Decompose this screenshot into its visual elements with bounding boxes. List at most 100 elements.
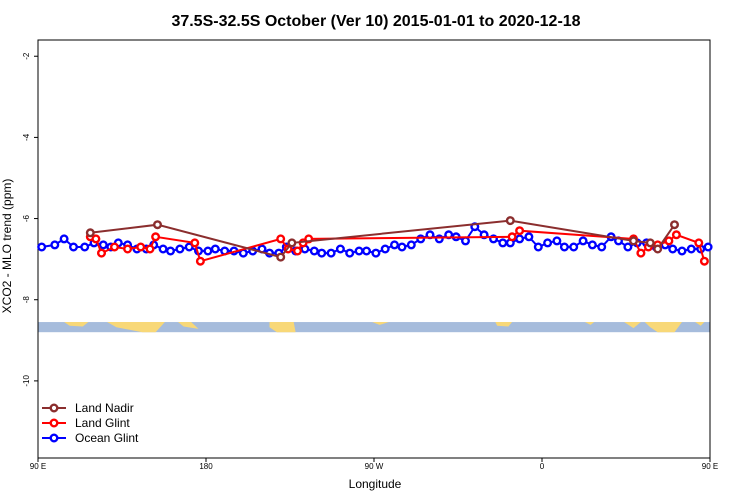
data-point-ocean-glint xyxy=(317,248,327,258)
data-point-ocean-glint xyxy=(165,246,175,256)
data-point-ocean-glint xyxy=(309,246,319,256)
data-point-ocean-glint xyxy=(677,246,687,256)
data-point-land-glint xyxy=(190,238,200,248)
data-point-ocean-glint xyxy=(703,242,713,252)
x-axis: 90 E 180 90 W 0 90 E xyxy=(30,458,718,471)
data-point-land-glint xyxy=(664,236,674,246)
data-point-land-glint xyxy=(96,248,106,258)
data-point-land-glint xyxy=(151,232,161,242)
data-point-land-nadir xyxy=(645,238,655,248)
data-point-ocean-glint xyxy=(380,244,390,254)
data-point-ocean-glint xyxy=(37,242,47,252)
y-tick-label: -8 xyxy=(22,296,31,304)
data-point-land-nadir xyxy=(85,228,95,238)
data-point-ocean-glint xyxy=(686,244,696,254)
x-tick-label: 180 xyxy=(199,462,213,471)
series-land-nadir xyxy=(85,216,680,262)
data-point-ocean-glint xyxy=(335,244,345,254)
map-land-patch xyxy=(644,322,682,333)
data-point-ocean-glint xyxy=(543,238,553,248)
data-point-ocean-glint xyxy=(362,246,372,256)
data-point-ocean-glint xyxy=(587,240,597,250)
legend-marker-land-nadir xyxy=(49,403,59,413)
map-ocean-band xyxy=(38,322,710,333)
x-tick-label: 90 E xyxy=(30,462,46,471)
data-point-ocean-glint xyxy=(184,242,194,252)
data-point-ocean-glint xyxy=(98,240,108,250)
data-point-ocean-glint xyxy=(552,236,562,246)
data-point-ocean-glint xyxy=(578,236,588,246)
data-point-land-glint xyxy=(91,234,101,244)
y-tick-label: -6 xyxy=(22,214,31,222)
data-point-ocean-glint xyxy=(371,248,381,258)
map-land-patch xyxy=(584,322,595,325)
data-point-land-glint xyxy=(136,242,146,252)
data-point-land-nadir xyxy=(505,216,515,226)
data-point-ocean-glint xyxy=(210,244,220,254)
y-axis-label: XCO2 - MLO trend (ppm) xyxy=(0,179,14,314)
data-point-ocean-glint xyxy=(406,240,416,250)
data-point-land-nadir xyxy=(276,252,286,262)
map-land-patch xyxy=(624,322,641,329)
legend-label-land-glint: Land Glint xyxy=(75,416,130,430)
data-point-land-glint xyxy=(109,242,119,252)
data-point-land-glint xyxy=(636,248,646,258)
data-point-land-nadir xyxy=(629,236,639,246)
y-axis: -2 -4 -6 -8 -10 xyxy=(22,52,38,387)
y-tick-label: -10 xyxy=(22,375,31,387)
data-point-ocean-glint xyxy=(68,242,78,252)
data-point-ocean-glint xyxy=(668,244,678,254)
data-point-land-glint xyxy=(694,238,704,248)
x-tick-label: 0 xyxy=(540,462,545,471)
series-layer xyxy=(37,216,713,266)
map-strip xyxy=(38,322,710,333)
map-land-patch xyxy=(269,322,296,333)
data-point-land-glint xyxy=(671,230,681,240)
data-point-ocean-glint xyxy=(397,242,407,252)
data-point-ocean-glint xyxy=(390,240,400,250)
data-point-ocean-glint xyxy=(515,234,525,244)
data-point-land-glint xyxy=(293,246,303,256)
data-point-ocean-glint xyxy=(80,242,90,252)
data-point-ocean-glint xyxy=(345,248,355,258)
data-point-ocean-glint xyxy=(533,242,543,252)
data-point-ocean-glint xyxy=(416,234,426,244)
map-land-patch xyxy=(178,322,199,329)
data-point-ocean-glint xyxy=(569,242,579,252)
series-ocean-glint xyxy=(37,222,713,258)
data-point-land-glint xyxy=(515,226,525,236)
data-point-land-nadir xyxy=(287,238,297,248)
data-point-ocean-glint xyxy=(354,246,364,256)
data-point-ocean-glint xyxy=(50,240,60,250)
data-point-land-glint xyxy=(195,256,205,266)
data-point-ocean-glint xyxy=(59,234,69,244)
map-land-patch xyxy=(372,322,389,325)
y-tick-label: -4 xyxy=(22,133,31,141)
chart-title: 37.5S-32.5S October (Ver 10) 2015-01-01 … xyxy=(171,13,580,30)
data-point-land-glint xyxy=(276,234,286,244)
x-axis-label: Longitude xyxy=(349,477,402,491)
map-land-patch xyxy=(495,322,513,327)
legend-label-ocean-glint: Ocean Glint xyxy=(75,431,139,445)
data-point-ocean-glint xyxy=(623,242,633,252)
data-point-land-glint xyxy=(145,244,155,254)
data-point-land-glint xyxy=(123,244,133,254)
data-point-ocean-glint xyxy=(326,248,336,258)
data-point-ocean-glint xyxy=(498,238,508,248)
data-point-ocean-glint xyxy=(597,242,607,252)
data-point-land-glint xyxy=(699,256,709,266)
data-point-ocean-glint xyxy=(175,244,185,254)
map-land-patch xyxy=(64,322,89,327)
legend-marker-ocean-glint xyxy=(49,433,59,443)
data-point-land-glint xyxy=(507,232,517,242)
data-point-ocean-glint xyxy=(203,246,213,256)
y-tick-label: -2 xyxy=(22,52,31,60)
legend-label-land-nadir: Land Nadir xyxy=(75,401,134,415)
x-tick-label: 90 E xyxy=(702,462,718,471)
data-point-ocean-glint xyxy=(158,244,168,254)
x-tick-label: 90 W xyxy=(365,462,384,471)
data-point-ocean-glint xyxy=(524,232,534,242)
data-point-land-nadir xyxy=(653,244,663,254)
